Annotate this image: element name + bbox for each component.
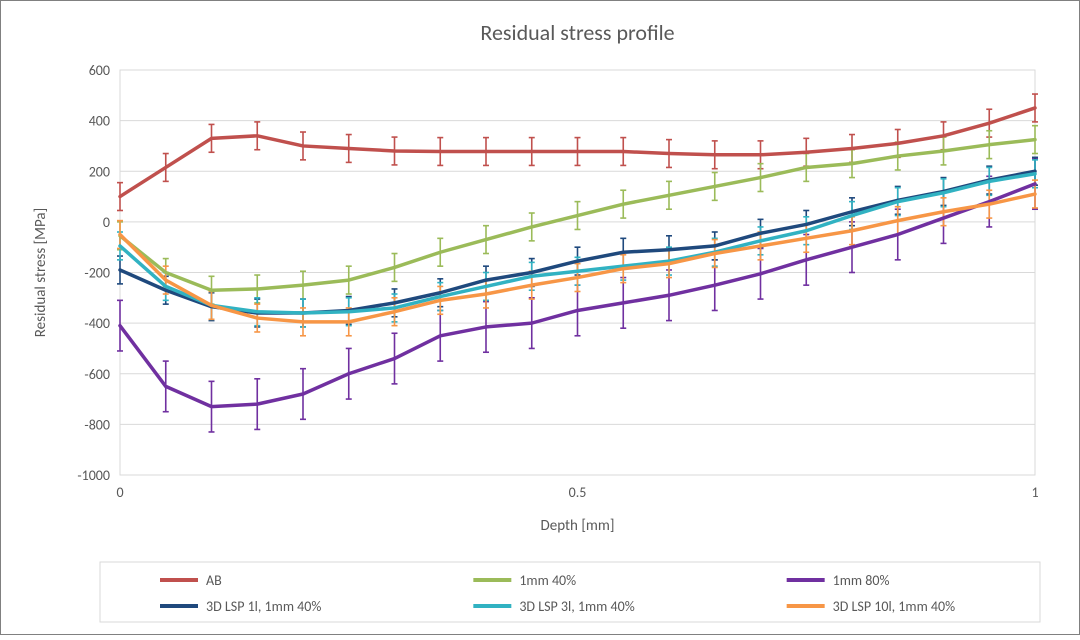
legend-label: 1mm 80%: [833, 572, 890, 589]
legend-label: 3D LSP 10l, 1mm 40%: [833, 598, 955, 615]
y-axis-label: Residual stress [MPa]: [32, 208, 50, 337]
y-tick-label: -600: [84, 366, 110, 383]
legend-label: AB: [206, 572, 222, 589]
legend-label: 1mm 40%: [519, 572, 576, 589]
chart-svg: Residual stress profile -1000 -800 -600 -400…: [0, 0, 1080, 635]
y-tick-label: -200: [84, 265, 110, 282]
x-axis-label: Depth [mm]: [541, 517, 615, 535]
legend-label: 3D LSP 1l, 1mm 40%: [206, 598, 321, 615]
x-tick-label: 0.5: [569, 484, 587, 501]
y-tick-label: -1000: [77, 467, 110, 484]
x-tick-label: 1: [1031, 484, 1038, 501]
y-tick-label: 600: [89, 62, 110, 79]
y-tick-label: 0: [103, 214, 110, 231]
y-tick-label: 400: [89, 113, 110, 130]
legend-label: 3D LSP 3l, 1mm 40%: [519, 598, 634, 615]
x-tick-label: 0: [116, 484, 123, 501]
y-tick-label: 200: [89, 163, 110, 180]
y-tick-label: -800: [84, 416, 110, 433]
chart-title: Residual stress profile: [480, 19, 674, 46]
y-tick-label: -400: [84, 315, 110, 332]
